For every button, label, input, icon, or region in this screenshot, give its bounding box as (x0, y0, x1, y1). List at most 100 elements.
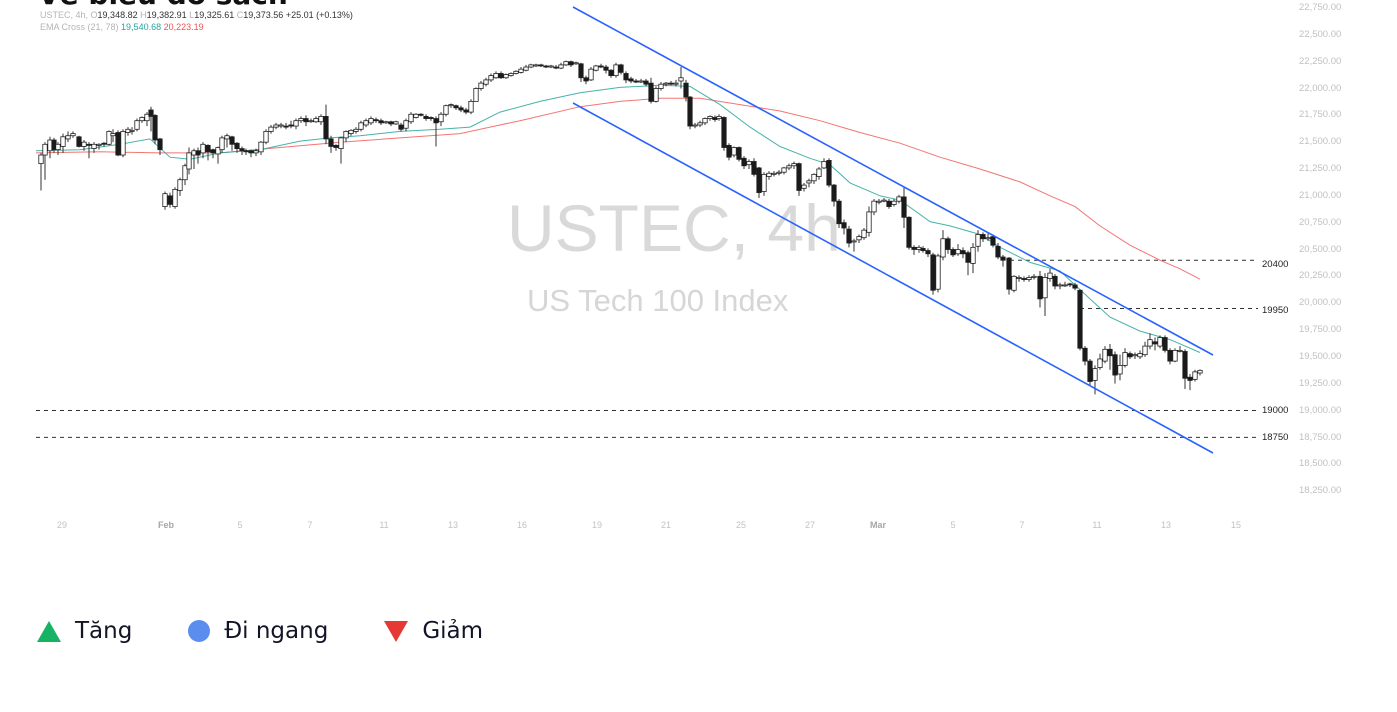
candle-up (438, 113, 444, 123)
candle-up (483, 79, 489, 85)
x-axis-tick: 27 (804, 520, 816, 530)
triangle-up-icon (37, 620, 61, 642)
legend-item-down: Giảm (384, 618, 483, 644)
x-axis-tick: 11 (379, 520, 389, 530)
high-label: H (140, 10, 147, 20)
candle-up (508, 73, 514, 77)
candle-up (1192, 371, 1198, 380)
candle-up (801, 184, 807, 189)
candle-down (648, 82, 654, 102)
x-axis-tick: 21 (660, 520, 672, 530)
candle-up (120, 131, 126, 156)
candle-down (453, 105, 459, 109)
candle-down (195, 150, 201, 156)
candle-up (663, 82, 669, 85)
candle-up (638, 80, 644, 83)
candle-up (1137, 353, 1143, 358)
candle-up (268, 126, 274, 132)
candle-up (548, 65, 554, 68)
candle-up (658, 83, 664, 89)
candle-up (55, 143, 61, 151)
candle-up (811, 173, 817, 182)
trend-legend: Tăng Đi ngang Giảm (37, 618, 539, 644)
candle-up (308, 120, 314, 123)
candle-up (1047, 272, 1053, 279)
candle-up (1011, 275, 1017, 291)
candle-up (1142, 345, 1148, 356)
candle-up (318, 116, 324, 123)
indicator-row: EMA Cross (21, 78) 19,540.68 20,223.19 (40, 21, 353, 33)
candle-up (443, 105, 449, 115)
candle-up (110, 133, 116, 137)
y-axis-tick: 19,500.00 (1299, 351, 1342, 362)
candle-up (413, 113, 419, 118)
x-axis-tick: 11 (1092, 520, 1102, 530)
candle-down (960, 250, 966, 255)
candle-down (901, 196, 907, 218)
x-axis-tick: 7 (1019, 520, 1025, 530)
indicator-label: EMA Cross (21, 78) (40, 22, 119, 32)
close-label: C (236, 10, 244, 20)
x-axis-tick: 5 (237, 520, 243, 530)
candle-down (1152, 341, 1158, 345)
candle-up (1122, 352, 1128, 366)
candle-down (388, 121, 394, 125)
y-axis-tick: 21,000.00 (1299, 190, 1342, 201)
candle-up (881, 199, 887, 202)
y-axis-tick: 18,750.00 (1299, 432, 1342, 443)
candle-up (403, 120, 409, 129)
candle-up (761, 173, 767, 192)
candle-down (115, 132, 121, 156)
candle-up (1147, 339, 1153, 347)
candle-up (348, 129, 354, 134)
candle-down (378, 120, 384, 124)
candle-down (990, 236, 996, 246)
candle-down (578, 63, 584, 79)
candle-down (726, 144, 732, 158)
candlestick-chart[interactable] (0, 0, 1397, 560)
candle-up (896, 196, 902, 202)
candle-up (593, 65, 599, 71)
level-label: 19950 (1262, 305, 1289, 316)
level-label: 18750 (1262, 432, 1289, 443)
candle-down (608, 69, 614, 77)
candle-up (182, 165, 188, 181)
candle-down (756, 167, 762, 194)
y-axis-tick: 22,750.00 (1299, 2, 1342, 13)
candle-up (821, 161, 827, 169)
legend-up-label: Tăng (75, 618, 133, 644)
candle-up (558, 64, 564, 69)
candle-up (678, 77, 684, 82)
candle-up (473, 88, 479, 102)
candle-down (229, 136, 235, 145)
candle-up (273, 124, 279, 128)
candle-up (746, 161, 752, 166)
candle-down (920, 248, 926, 251)
candle-up (935, 255, 941, 290)
candle-up (518, 68, 524, 73)
candle-down (911, 246, 917, 250)
candle-down (553, 66, 559, 69)
candle-down (1107, 348, 1113, 357)
candle-down (1021, 278, 1027, 280)
legend-down-label: Giảm (422, 618, 484, 644)
candle-up (1057, 284, 1063, 287)
candle-up (38, 154, 44, 165)
x-axis-tick: 5 (950, 520, 956, 530)
x-axis-tick: 7 (307, 520, 313, 530)
candle-down (148, 109, 154, 117)
candle-down (1127, 353, 1133, 358)
candle-up (368, 118, 374, 124)
candle-up (613, 64, 619, 77)
candle-up (278, 124, 284, 127)
candle-down (736, 147, 742, 160)
candle-down (796, 163, 802, 191)
candle-down (1077, 289, 1083, 349)
candle-up (955, 249, 961, 255)
x-axis-tick: 29 (56, 520, 68, 530)
candle-down (423, 116, 429, 119)
y-axis-tick: 20,500.00 (1299, 244, 1342, 255)
candle-up (298, 118, 304, 122)
cut-off-heading: Vẽ biểu đồ sách (38, 0, 288, 11)
candle-up (363, 120, 369, 126)
